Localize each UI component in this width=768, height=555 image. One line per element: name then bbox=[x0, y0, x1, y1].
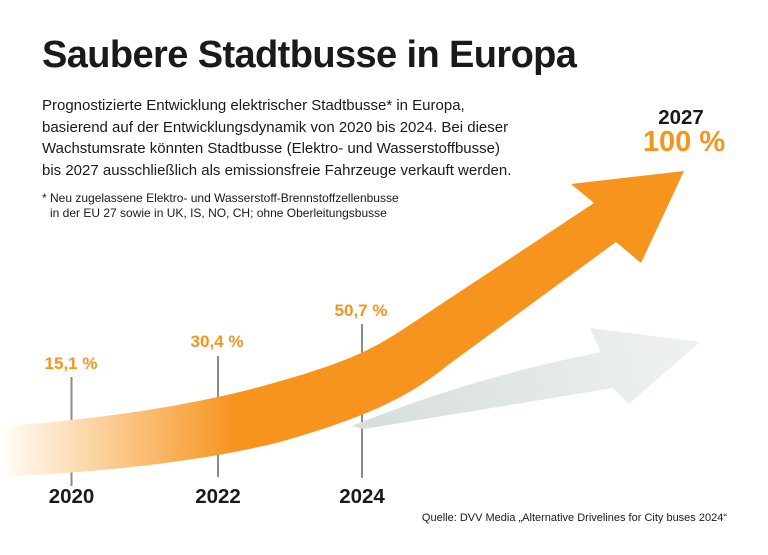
year-label-2020: 2020 bbox=[48, 485, 95, 508]
year-label-2024: 2024 bbox=[339, 485, 385, 508]
footnote-line-2: in der EU 27 sowie in UK, IS, NO, CH; oh… bbox=[50, 206, 387, 220]
description-line-4: bis 2027 ausschließlich als emissionsfre… bbox=[42, 161, 512, 179]
gray-baseline-arrow bbox=[352, 328, 700, 429]
value-label-2024: 50,7 % bbox=[334, 301, 388, 320]
value-label-2022: 30,4 % bbox=[190, 332, 244, 351]
year-label-2027: 2027 bbox=[658, 106, 704, 129]
description-line-3: Wachstumsrate könnten Stadtbusse (Elektr… bbox=[42, 140, 500, 157]
value-label-2020: 15,1 % bbox=[44, 354, 98, 373]
description-line-2: basierend auf der Entwicklungsdynamik vo… bbox=[42, 118, 509, 136]
year-label-2022: 2022 bbox=[195, 485, 241, 508]
page-title: Saubere Stadtbusse in Europa bbox=[42, 34, 577, 76]
value-label-2027: 100 % bbox=[642, 126, 726, 158]
footnote-line-1: * Neu zugelassene Elektro- und Wassersto… bbox=[42, 191, 399, 205]
footnote: * Neu zugelassene Elektro- und Wassersto… bbox=[42, 191, 399, 221]
source-credit: Quelle: DVV Media „Alternative Driveline… bbox=[421, 512, 727, 524]
orange-growth-arrow bbox=[0, 171, 684, 477]
chart-description: Prognostizierte Entwicklung elektrischer… bbox=[42, 95, 511, 181]
description-line-1: Prognostizierte Entwicklung elektrischer… bbox=[42, 97, 465, 114]
